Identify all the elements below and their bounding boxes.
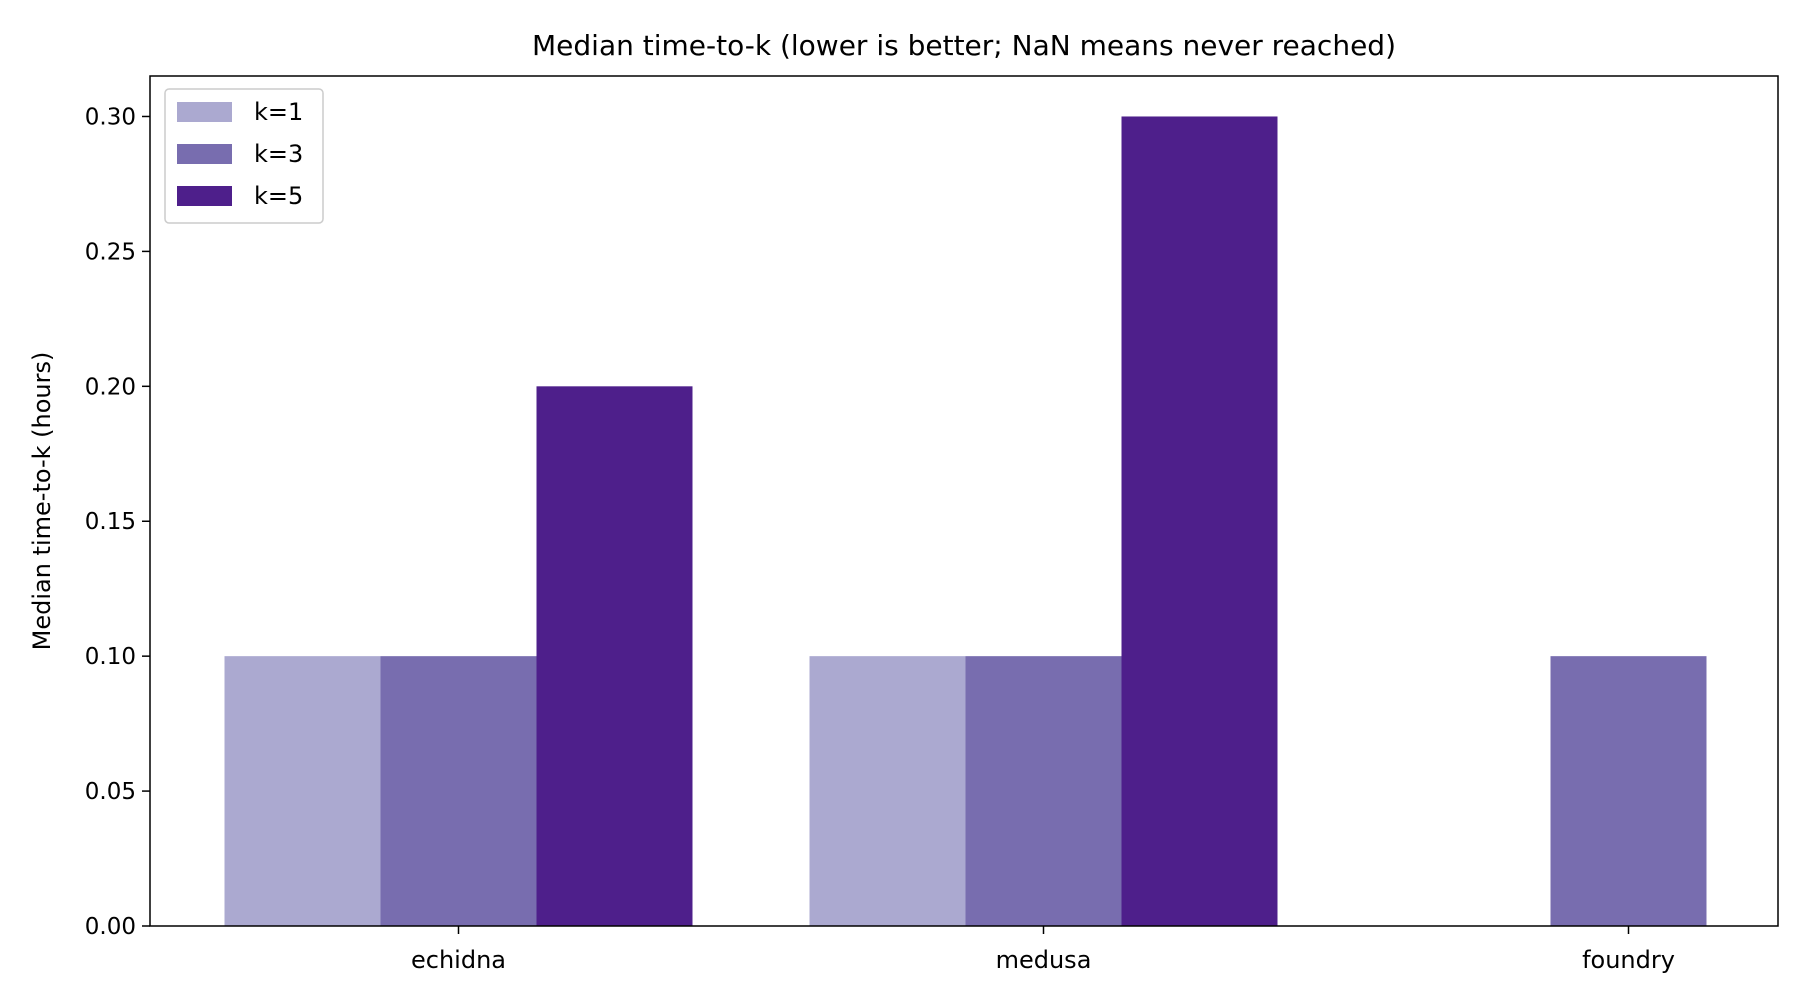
x-tick-label-foundry: foundry [1582, 946, 1675, 974]
legend: k=1 k=3 k=5 [164, 88, 324, 224]
bar-k3-foundry [1550, 656, 1707, 926]
bar-k5-medusa [1121, 116, 1278, 926]
y-tick-label: 0.00 [85, 914, 136, 940]
y-tick-label: 0.05 [85, 779, 136, 805]
y-tick-label: 0.30 [85, 104, 136, 130]
legend-label-k5: k=5 [254, 182, 303, 210]
legend-label-k3: k=3 [254, 140, 303, 168]
x-axis: echidna medusa foundry [411, 926, 1675, 974]
chart-title: Median time-to-k (lower is better; NaN m… [532, 29, 1396, 62]
bar-k1-echidna [224, 656, 381, 926]
x-tick-label-medusa: medusa [996, 946, 1092, 974]
y-axis-label: Median time-to-k (hours) [28, 352, 56, 651]
bar-k1-medusa [809, 656, 966, 926]
plot-frame [149, 75, 1779, 927]
bar-k3-medusa [965, 656, 1122, 926]
y-tick-label: 0.25 [85, 239, 136, 265]
y-tick-label: 0.15 [85, 509, 136, 535]
y-tick-label: 0.20 [85, 374, 136, 400]
legend-swatch-k1 [177, 102, 232, 122]
y-axis: 0.00 0.05 0.10 0.15 0.20 0.25 0.30 [85, 104, 150, 940]
legend-swatch-k5 [177, 186, 232, 206]
bars-group [224, 116, 1707, 926]
bar-k3-echidna [380, 656, 537, 926]
bar-k5-echidna [536, 386, 693, 926]
x-tick-label-echidna: echidna [411, 946, 506, 974]
y-tick-label: 0.10 [85, 644, 136, 670]
legend-label-k1: k=1 [254, 98, 303, 126]
legend-swatch-k3 [177, 144, 232, 164]
